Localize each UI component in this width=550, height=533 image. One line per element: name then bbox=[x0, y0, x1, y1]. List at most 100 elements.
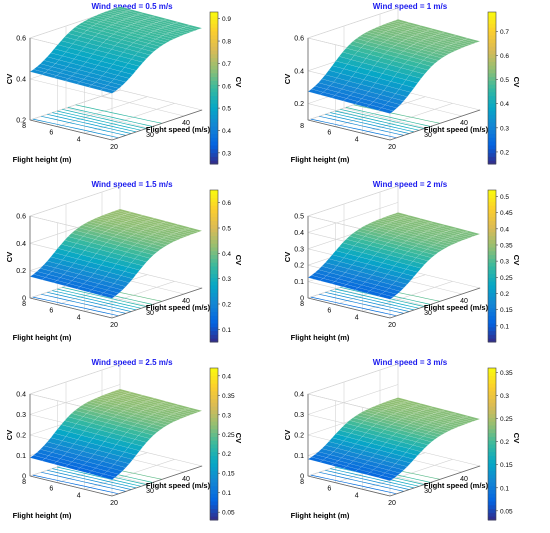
colorbar-segment bbox=[488, 72, 496, 78]
colorbar-segment bbox=[488, 228, 496, 233]
colorbar-segment bbox=[488, 497, 496, 502]
grid-line bbox=[101, 95, 185, 117]
colorbar-segment bbox=[210, 38, 218, 43]
x-axis-line bbox=[111, 287, 203, 319]
colorbar-segment bbox=[210, 394, 218, 399]
chart-svg: Wind speed = 0.5 m/s 20 30 40 4 6 80.2 0.4 0.6 Fl… bbox=[5, 2, 243, 165]
colorbar-segment bbox=[488, 145, 496, 150]
colorbar-title: CV bbox=[512, 433, 521, 443]
surface-patch bbox=[464, 415, 481, 421]
colorbar-segment bbox=[210, 319, 218, 324]
chart-title: Wind speed = 2.5 m/s bbox=[91, 358, 173, 367]
grid-line bbox=[307, 202, 399, 233]
contour-line bbox=[335, 288, 420, 309]
colorbar-segment bbox=[488, 409, 496, 415]
grid-line bbox=[84, 281, 175, 312]
colorbar-segment bbox=[488, 50, 496, 55]
surface-patch bbox=[440, 224, 458, 230]
z-tick-label: 0.4 bbox=[16, 241, 26, 248]
colorbar-segment bbox=[210, 444, 218, 449]
colorbar-title: CV bbox=[512, 255, 521, 265]
z-tick-label: 0.2 bbox=[16, 433, 26, 440]
colorbar-segment bbox=[488, 95, 496, 100]
colorbar-segment bbox=[488, 212, 496, 218]
surface-patch bbox=[174, 21, 191, 27]
colorbar-segment bbox=[488, 122, 496, 127]
z-tick-label: 0.2 bbox=[294, 101, 304, 108]
colorbar-segment bbox=[210, 266, 218, 271]
colorbar-segment bbox=[488, 99, 496, 104]
y-tick-label: 8 bbox=[22, 301, 26, 308]
y-tick-label: 6 bbox=[327, 486, 331, 493]
z-tick-label: 0 bbox=[22, 296, 26, 303]
colorbar-segment bbox=[488, 53, 496, 59]
colorbar-tick-label: 0.25 bbox=[500, 416, 513, 423]
y-tick-label: 6 bbox=[327, 130, 331, 137]
z-tick-label: 0.1 bbox=[294, 279, 304, 286]
colorbar-segment bbox=[488, 250, 496, 256]
colorbar-segment bbox=[488, 190, 496, 195]
colorbar-tick-label: 0.15 bbox=[222, 471, 235, 478]
colorbar-segment bbox=[488, 402, 496, 407]
chart-panel: Wind speed = 2.5 m/s 20 30 40 4 6 8 0 0.1 0.2 0.3 0… bbox=[0, 356, 270, 532]
colorbar-segment bbox=[210, 311, 218, 316]
colorbar-segment bbox=[210, 31, 218, 36]
contour-line bbox=[52, 468, 137, 489]
colorbar-segment bbox=[488, 160, 496, 165]
x-axis-line bbox=[389, 287, 481, 319]
colorbar-segment bbox=[210, 296, 218, 301]
x-tick-label: 30 bbox=[146, 488, 154, 495]
colorbar-segment bbox=[488, 156, 496, 161]
colorbar: 0.05 0.1 0.15 0.2 0.25 0.3 0.35 0.4 CV bbox=[209, 367, 243, 521]
colorbar-segment bbox=[210, 463, 218, 468]
x-tick-label: 20 bbox=[110, 144, 118, 151]
colorbar-segment bbox=[488, 398, 496, 403]
y-axis-title: Flight height (m) bbox=[291, 333, 350, 342]
colorbar-frame bbox=[209, 367, 219, 521]
y-axis-line bbox=[29, 119, 113, 141]
colorbar-tick-label: 0.15 bbox=[500, 462, 513, 469]
surface-patch bbox=[452, 412, 469, 418]
colorbar-segment bbox=[488, 46, 496, 51]
contour-line bbox=[41, 293, 126, 314]
colorbar-segment bbox=[488, 512, 496, 517]
contour-line bbox=[52, 112, 137, 133]
colorbar-title: CV bbox=[234, 77, 243, 87]
colorbar-tick-label: 0.1 bbox=[500, 485, 509, 492]
contour-line bbox=[335, 110, 420, 131]
colorbar-segment bbox=[488, 383, 496, 388]
colorbar-segment bbox=[488, 326, 496, 332]
colorbar-segment bbox=[210, 330, 218, 335]
colorbar-segment bbox=[210, 338, 218, 343]
colorbar-segment bbox=[488, 375, 496, 380]
chart-panel: Wind speed = 0.5 m/s 20 30 40 4 6 8 0.2 0.4 0.6 Fl… bbox=[0, 0, 270, 176]
colorbar-segment bbox=[210, 432, 218, 437]
colorbar-segment bbox=[488, 516, 496, 521]
colorbar-segment bbox=[210, 254, 218, 259]
z-tick-label: 0.1 bbox=[16, 453, 26, 460]
z-tick-label: 0.3 bbox=[294, 246, 304, 253]
colorbar-segment bbox=[210, 478, 218, 483]
colorbar-tick-label: 0.05 bbox=[500, 508, 513, 515]
z-tick-label: 0 bbox=[300, 296, 304, 303]
chart-title: Wind speed = 0.5 m/s bbox=[91, 2, 173, 11]
colorbar-segment bbox=[488, 80, 496, 85]
colorbar-segment bbox=[488, 205, 496, 210]
colorbar-segment bbox=[488, 23, 496, 28]
z-axis-title: CV bbox=[5, 430, 14, 440]
x-axis-line bbox=[389, 109, 481, 141]
colorbar-segment bbox=[488, 319, 496, 324]
z-tick-label: 0 bbox=[22, 474, 26, 481]
colorbar-frame bbox=[209, 189, 219, 343]
colorbar-segment bbox=[210, 497, 218, 502]
x-axis-line bbox=[389, 465, 481, 497]
colorbar-tick-label: 0.4 bbox=[222, 128, 231, 135]
chart-panel: Wind speed = 3 m/s 20 30 40 4 6 8 0 0.1 0.2 0.3 0.4… bbox=[278, 356, 548, 532]
x-tick-label: 20 bbox=[110, 500, 118, 507]
colorbar-segment bbox=[488, 38, 496, 43]
x-tick-label: 40 bbox=[460, 476, 468, 483]
colorbar-segment bbox=[210, 160, 218, 165]
colorbar-tick-label: 0.7 bbox=[500, 29, 509, 36]
grid-line bbox=[362, 281, 453, 312]
